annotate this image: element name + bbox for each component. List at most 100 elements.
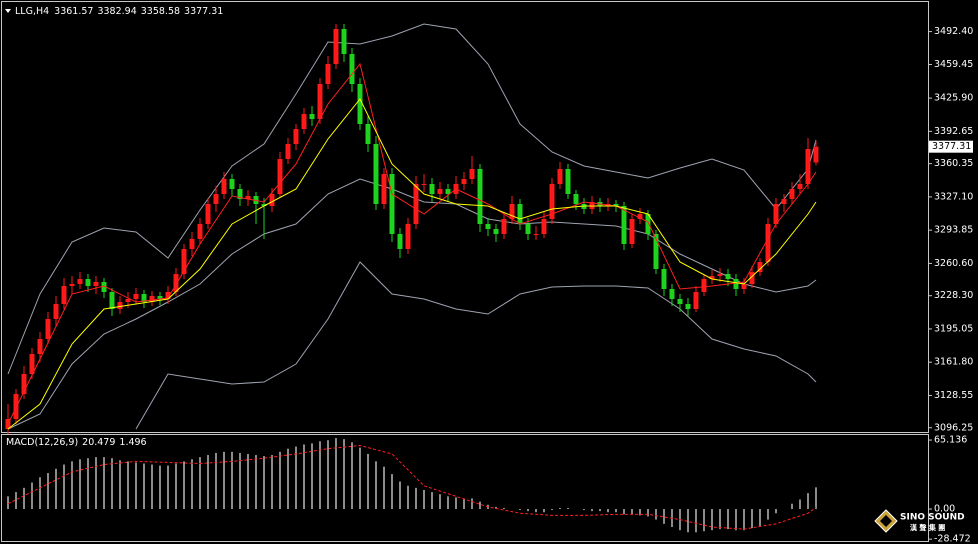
candle-body [781, 199, 787, 204]
candle-body [429, 184, 435, 194]
candle-body [109, 292, 115, 309]
candle-body [93, 282, 99, 286]
y-tick-label: 3195.05 [934, 323, 973, 334]
y-tick-label: 3228.30 [934, 290, 973, 301]
candle-body [141, 294, 147, 302]
candle-body [245, 196, 251, 199]
candle-body [509, 204, 515, 219]
candle-body [437, 189, 443, 194]
candle-body [485, 224, 491, 229]
candle-body [613, 204, 619, 206]
candle-body [333, 29, 339, 64]
candle-body [301, 114, 307, 129]
candle-body [293, 129, 299, 144]
candle-body [165, 292, 171, 299]
candle-body [461, 179, 467, 184]
candle-body [637, 214, 643, 219]
candle-body [261, 204, 267, 206]
candle-body [749, 272, 755, 284]
candle-body [693, 292, 699, 309]
bollinger-band [7, 178, 817, 430]
candle-body [445, 189, 451, 194]
y-tick-label: 3293.85 [934, 225, 973, 236]
y-tick-label: 3327.10 [934, 191, 973, 202]
candle-body [29, 354, 35, 374]
candle-body [285, 144, 291, 159]
candle-body [725, 274, 731, 279]
header-value: 3377.31 [184, 6, 223, 17]
candle-body [565, 169, 571, 194]
candle-body [397, 234, 403, 249]
y-tick-label: 3492.40 [934, 26, 973, 37]
moving-average [7, 98, 817, 430]
candle-body [37, 339, 43, 354]
candle-body [533, 234, 539, 235]
candle-body [677, 299, 683, 304]
candle-body [773, 204, 779, 224]
candle-body [373, 144, 379, 204]
candle-body [549, 184, 555, 219]
candle-body [645, 214, 651, 234]
header-value: LLG,H4 [15, 6, 49, 17]
y-tick-label: 3360.35 [934, 158, 973, 169]
candle-body [405, 224, 411, 249]
candle-body [629, 219, 635, 244]
watermark-native: 漢 聲 集 團 [910, 523, 945, 532]
candle-body [133, 294, 139, 299]
y-tick-label: 3096.25 [934, 422, 973, 433]
y-tick-label: -28.472 [934, 534, 971, 544]
candle-body [797, 184, 803, 189]
candle-body [69, 284, 75, 286]
candle-body [229, 179, 235, 189]
macd-pane: 65.136 0.00 -28.472 MACD(12,26,9) 20.479 1.49… [6, 435, 971, 544]
candle-body [181, 249, 187, 274]
candle-body [237, 189, 243, 199]
candle-body [469, 169, 475, 179]
watermark-logo-inner [880, 515, 892, 527]
candle-body [357, 84, 363, 124]
candle-body [741, 284, 747, 289]
candle-body [541, 219, 547, 234]
candle-body [413, 184, 419, 224]
y-tick-label: 3459.45 [934, 59, 973, 70]
candle-body [205, 204, 211, 224]
chart-header: LLG,H4 3361.57 3382.94 3358.58 3377.31 [15, 6, 223, 17]
candle-body [557, 169, 563, 184]
y-tick-label: 3161.80 [934, 357, 973, 368]
header-value: 3358.58 [141, 6, 180, 17]
candle-body [45, 319, 51, 339]
y-tick-label: 0.00 [934, 504, 955, 515]
candle-body [653, 234, 659, 269]
candle-body [477, 169, 483, 224]
candle-body [325, 64, 331, 84]
macd-value: 20.479 [82, 437, 115, 448]
moving-average [7, 62, 817, 425]
candle-body [685, 304, 691, 309]
candle-body [309, 114, 315, 119]
y-tick-label: 3392.65 [934, 126, 973, 137]
candle-body [221, 179, 227, 194]
current-price-box [929, 140, 973, 153]
candle-body [277, 159, 283, 194]
candle-body [805, 149, 811, 184]
bollinger-band [135, 261, 817, 430]
candle-body [813, 146, 819, 163]
watermark-brand: SINO SOUND [900, 513, 965, 523]
candle-body [365, 124, 371, 144]
candle-body [765, 224, 771, 262]
header-arrow [5, 9, 11, 13]
y-tick-label: 3260.60 [934, 258, 973, 269]
candle-body [53, 304, 59, 319]
signal-line [7, 444, 817, 530]
candle-body [269, 194, 275, 206]
current-price-label: 3377.31 [932, 141, 971, 152]
candle-body [13, 394, 19, 419]
candle-body [21, 374, 27, 394]
macd-header: MACD(12,26,9) 20.479 1.496 [6, 437, 147, 448]
candle-body [669, 289, 675, 299]
header-value: 3382.94 [97, 6, 136, 17]
candle-body [349, 54, 355, 84]
